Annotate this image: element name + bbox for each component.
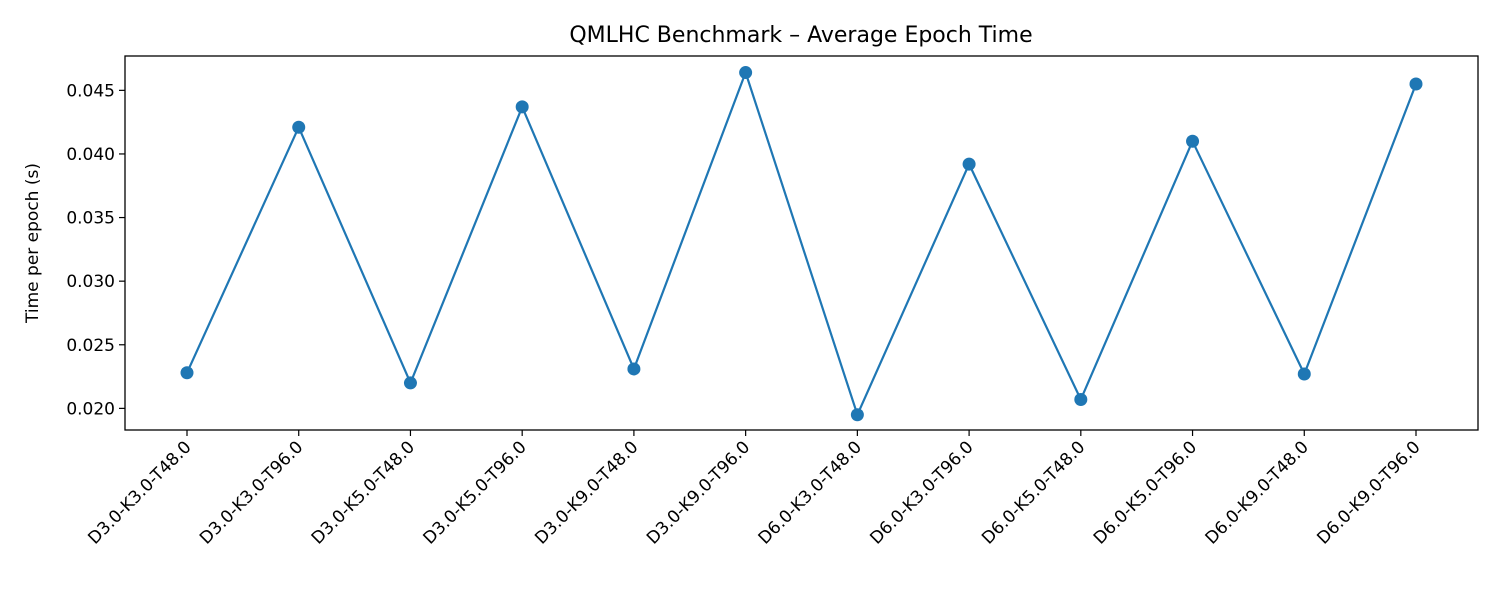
- data-point: [180, 366, 194, 380]
- x-tick-label: D3.0-K3.0-T96.0: [196, 437, 307, 548]
- y-tick-label: 0.025: [66, 336, 115, 356]
- x-tick-label: D3.0-K9.0-T48.0: [531, 437, 642, 548]
- data-point: [627, 362, 641, 376]
- x-tick-label: D3.0-K5.0-T48.0: [308, 437, 419, 548]
- plot-frame: [124, 55, 1479, 431]
- x-tick-label: D6.0-K9.0-T96.0: [1313, 437, 1424, 548]
- x-axis: D3.0-K3.0-T48.0 D3.0-K3.0-T96.0 D3.0-K5.0-…: [84, 430, 1425, 549]
- x-tick-label: D3.0-K9.0-T96.0: [643, 437, 754, 548]
- x-tick-label: D6.0-K3.0-T48.0: [755, 437, 866, 548]
- x-tick-label: D6.0-K9.0-T48.0: [1202, 437, 1313, 548]
- data-point: [1186, 134, 1200, 148]
- data-point: [739, 66, 753, 80]
- data-point: [1074, 392, 1088, 406]
- data-point: [1297, 367, 1311, 381]
- chart-title: QMLHC Benchmark – Average Epoch Time: [569, 23, 1032, 48]
- x-tick-label: D3.0-K5.0-T96.0: [420, 437, 531, 548]
- y-axis-label: Time per epoch (s): [23, 163, 43, 324]
- series-layer: [180, 66, 1423, 422]
- y-axis: 0.020 0.025 0.030 0.035 0.040 0.045: [66, 81, 125, 419]
- data-point: [850, 408, 864, 422]
- data-point: [515, 100, 529, 114]
- y-tick-label: 0.040: [66, 145, 115, 165]
- x-tick-label: D6.0-K5.0-T48.0: [978, 437, 1089, 548]
- data-point: [292, 120, 306, 134]
- data-point: [962, 157, 976, 171]
- data-point: [1409, 77, 1423, 91]
- y-tick-label: 0.020: [66, 399, 115, 419]
- x-tick-label: D6.0-K3.0-T96.0: [866, 437, 977, 548]
- y-tick-label: 0.035: [66, 209, 115, 229]
- data-point: [403, 376, 417, 390]
- x-tick-label: D3.0-K3.0-T48.0: [84, 437, 195, 548]
- x-tick-label: D6.0-K5.0-T96.0: [1090, 437, 1201, 548]
- y-tick-label: 0.030: [66, 272, 115, 292]
- y-tick-label: 0.045: [66, 81, 115, 101]
- series-line: [185, 71, 1418, 416]
